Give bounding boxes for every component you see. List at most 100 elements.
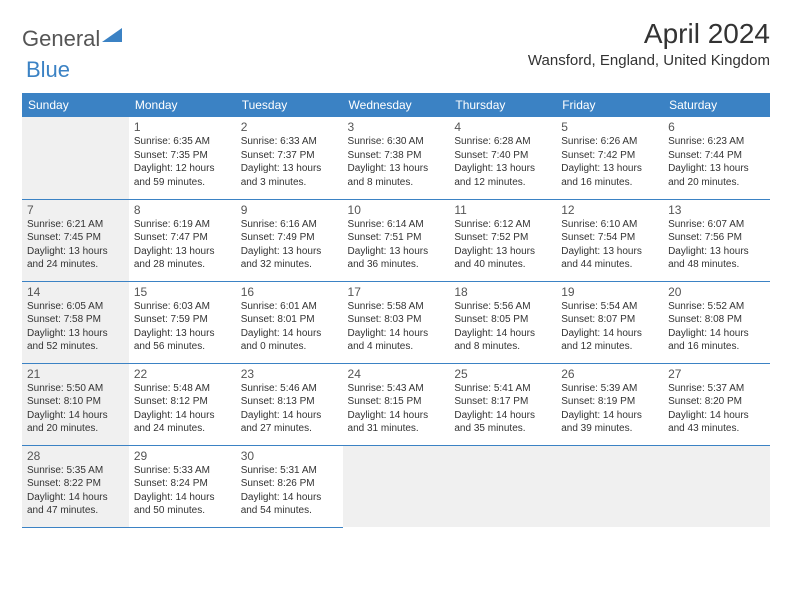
day-line: Sunset: 8:10 PM: [27, 395, 124, 409]
calendar-day: 9Sunrise: 6:16 AMSunset: 7:49 PMDaylight…: [236, 199, 343, 281]
day-line: Sunset: 8:12 PM: [134, 395, 231, 409]
calendar-day: 30Sunrise: 5:31 AMSunset: 8:26 PMDayligh…: [236, 445, 343, 527]
day-line: Sunrise: 5:43 AM: [348, 382, 445, 396]
day-line: and 27 minutes.: [241, 422, 338, 436]
day-line: Sunrise: 5:37 AM: [668, 382, 765, 396]
day-number: 30: [241, 449, 338, 463]
day-line: Sunrise: 6:12 AM: [454, 218, 551, 232]
day-number: 24: [348, 367, 445, 381]
day-line: and 16 minutes.: [668, 340, 765, 354]
day-line: Daylight: 13 hours: [348, 245, 445, 259]
day-number: 29: [134, 449, 231, 463]
calendar-day: 11Sunrise: 6:12 AMSunset: 7:52 PMDayligh…: [449, 199, 556, 281]
calendar-day: 1Sunrise: 6:35 AMSunset: 7:35 PMDaylight…: [129, 117, 236, 199]
calendar-day: 4Sunrise: 6:28 AMSunset: 7:40 PMDaylight…: [449, 117, 556, 199]
day-header: Saturday: [663, 93, 770, 117]
day-number: 23: [241, 367, 338, 381]
day-line: Sunset: 7:38 PM: [348, 149, 445, 163]
calendar-day: 24Sunrise: 5:43 AMSunset: 8:15 PMDayligh…: [343, 363, 450, 445]
day-line: Daylight: 14 hours: [27, 409, 124, 423]
day-line: Daylight: 14 hours: [27, 491, 124, 505]
calendar-week: 14Sunrise: 6:05 AMSunset: 7:58 PMDayligh…: [22, 281, 770, 363]
day-line: and 43 minutes.: [668, 422, 765, 436]
day-line: Sunrise: 5:58 AM: [348, 300, 445, 314]
calendar-blank: [663, 445, 770, 527]
day-line: Daylight: 13 hours: [561, 245, 658, 259]
day-line: and 3 minutes.: [241, 176, 338, 190]
day-line: Sunset: 7:45 PM: [27, 231, 124, 245]
day-line: Sunset: 7:44 PM: [668, 149, 765, 163]
day-line: Sunset: 7:37 PM: [241, 149, 338, 163]
day-line: Daylight: 13 hours: [561, 162, 658, 176]
calendar-blank: [449, 445, 556, 527]
day-number: 5: [561, 120, 658, 134]
page-root: General April 2024 Wansford, England, Un…: [0, 0, 792, 546]
day-line: Sunrise: 5:39 AM: [561, 382, 658, 396]
day-line: Daylight: 14 hours: [134, 491, 231, 505]
day-line: Sunrise: 5:52 AM: [668, 300, 765, 314]
day-line: and 12 minutes.: [454, 176, 551, 190]
day-line: Sunset: 8:22 PM: [27, 477, 124, 491]
day-line: and 52 minutes.: [27, 340, 124, 354]
day-line: Sunrise: 6:35 AM: [134, 135, 231, 149]
day-line: Sunrise: 5:50 AM: [27, 382, 124, 396]
day-line: Sunset: 7:56 PM: [668, 231, 765, 245]
day-line: and 48 minutes.: [668, 258, 765, 272]
day-line: and 56 minutes.: [134, 340, 231, 354]
day-number: 12: [561, 203, 658, 217]
day-line: Daylight: 14 hours: [561, 327, 658, 341]
calendar-day: 21Sunrise: 5:50 AMSunset: 8:10 PMDayligh…: [22, 363, 129, 445]
day-number: 19: [561, 285, 658, 299]
day-number: 10: [348, 203, 445, 217]
day-line: Daylight: 14 hours: [348, 409, 445, 423]
day-line: Sunset: 7:35 PM: [134, 149, 231, 163]
day-line: Sunset: 8:19 PM: [561, 395, 658, 409]
calendar-day: 23Sunrise: 5:46 AMSunset: 8:13 PMDayligh…: [236, 363, 343, 445]
day-line: and 20 minutes.: [668, 176, 765, 190]
calendar-day: 15Sunrise: 6:03 AMSunset: 7:59 PMDayligh…: [129, 281, 236, 363]
calendar-day: 19Sunrise: 5:54 AMSunset: 8:07 PMDayligh…: [556, 281, 663, 363]
day-line: and 47 minutes.: [27, 504, 124, 518]
day-line: and 54 minutes.: [241, 504, 338, 518]
day-line: and 44 minutes.: [561, 258, 658, 272]
calendar-day: 16Sunrise: 6:01 AMSunset: 8:01 PMDayligh…: [236, 281, 343, 363]
logo-triangle-icon: [102, 28, 122, 51]
day-line: Sunrise: 6:01 AM: [241, 300, 338, 314]
day-line: Sunset: 8:17 PM: [454, 395, 551, 409]
day-line: and 39 minutes.: [561, 422, 658, 436]
logo: General: [22, 18, 124, 52]
calendar-blank: [556, 445, 663, 527]
day-number: 9: [241, 203, 338, 217]
day-line: Sunrise: 6:03 AM: [134, 300, 231, 314]
day-line: Sunrise: 6:30 AM: [348, 135, 445, 149]
day-header: Monday: [129, 93, 236, 117]
day-line: Sunrise: 6:10 AM: [561, 218, 658, 232]
day-line: and 28 minutes.: [134, 258, 231, 272]
day-line: Sunset: 8:15 PM: [348, 395, 445, 409]
day-line: Sunrise: 5:54 AM: [561, 300, 658, 314]
day-line: Sunrise: 6:19 AM: [134, 218, 231, 232]
day-line: Sunrise: 6:26 AM: [561, 135, 658, 149]
day-number: 11: [454, 203, 551, 217]
day-line: Sunrise: 6:21 AM: [27, 218, 124, 232]
calendar-week: 1Sunrise: 6:35 AMSunset: 7:35 PMDaylight…: [22, 117, 770, 199]
calendar-day: 10Sunrise: 6:14 AMSunset: 7:51 PMDayligh…: [343, 199, 450, 281]
calendar-day: 12Sunrise: 6:10 AMSunset: 7:54 PMDayligh…: [556, 199, 663, 281]
day-header: Sunday: [22, 93, 129, 117]
calendar-day: 7Sunrise: 6:21 AMSunset: 7:45 PMDaylight…: [22, 199, 129, 281]
day-line: Sunrise: 6:33 AM: [241, 135, 338, 149]
day-number: 2: [241, 120, 338, 134]
day-header: Wednesday: [343, 93, 450, 117]
day-header: Tuesday: [236, 93, 343, 117]
day-line: and 24 minutes.: [134, 422, 231, 436]
day-line: Daylight: 13 hours: [454, 245, 551, 259]
calendar-day: 28Sunrise: 5:35 AMSunset: 8:22 PMDayligh…: [22, 445, 129, 527]
day-line: Daylight: 14 hours: [241, 327, 338, 341]
day-line: and 8 minutes.: [348, 176, 445, 190]
day-line: Daylight: 13 hours: [454, 162, 551, 176]
day-number: 26: [561, 367, 658, 381]
day-number: 27: [668, 367, 765, 381]
day-line: Sunrise: 6:05 AM: [27, 300, 124, 314]
calendar-day: 17Sunrise: 5:58 AMSunset: 8:03 PMDayligh…: [343, 281, 450, 363]
day-number: 15: [134, 285, 231, 299]
